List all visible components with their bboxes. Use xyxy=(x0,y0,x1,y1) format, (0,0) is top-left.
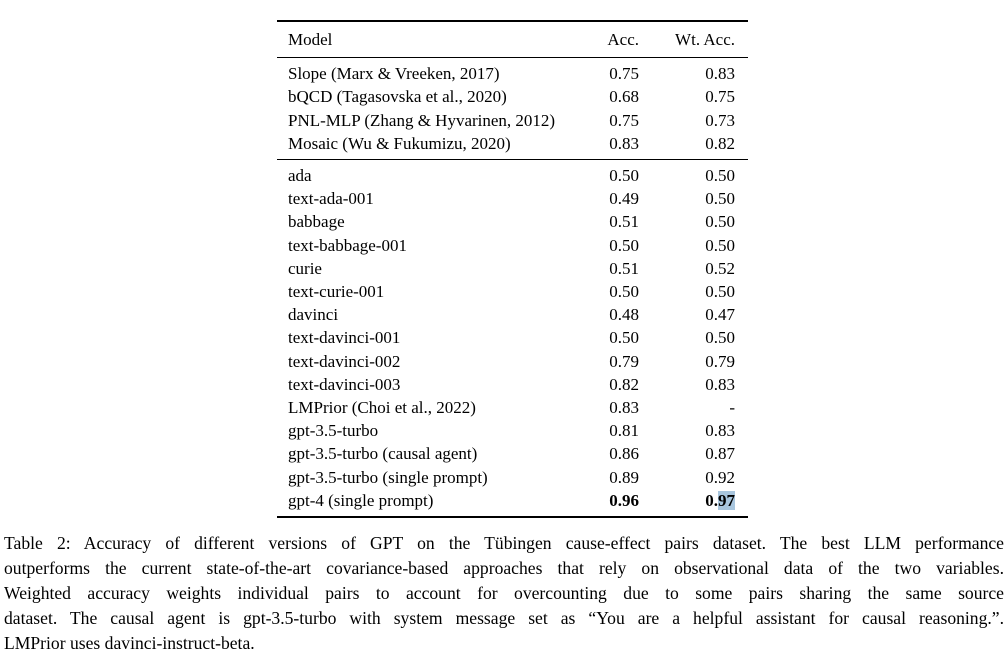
selected-text-highlight: 97 xyxy=(718,490,735,510)
table-row: text-davinci-003 0.82 0.83 xyxy=(277,373,748,396)
caption-line: outperforms the current state-of-the-art… xyxy=(4,558,1004,578)
table-row: text-davinci-001 0.50 0.50 xyxy=(277,326,748,349)
caption-line: Weighted accuracy weights individual pai… xyxy=(4,583,1004,603)
table-section-llms: ada 0.50 0.50 text-ada-001 0.49 0.50 bab… xyxy=(277,159,748,516)
wt-acc-cell: 0.50 xyxy=(705,212,735,232)
wt-acc-cell: 0.87 xyxy=(705,444,735,464)
acc-cell: 0.50 xyxy=(609,328,639,348)
table-row: babbage 0.51 0.50 xyxy=(277,210,748,233)
model-cell: text-ada-001 xyxy=(288,189,374,209)
table-row: davinci 0.48 0.47 xyxy=(277,303,748,326)
model-cell: text-davinci-002 xyxy=(288,351,401,371)
wt-acc-cell: 0.50 xyxy=(705,166,735,186)
acc-cell: 0.50 xyxy=(609,282,639,302)
model-cell: gpt-3.5-turbo (causal agent) xyxy=(288,444,478,464)
acc-cell: 0.75 xyxy=(609,64,639,84)
wt-acc-cell: 0.97 xyxy=(639,489,748,512)
acc-cell: 0.96 xyxy=(609,490,639,510)
wt-acc-cell: 0.50 xyxy=(705,282,735,302)
model-cell: gpt-3.5-turbo (single prompt) xyxy=(288,467,488,487)
column-header-model: Model xyxy=(288,30,333,49)
table-row: text-davinci-002 0.79 0.79 xyxy=(277,350,748,373)
model-cell: gpt-3.5-turbo xyxy=(288,421,379,441)
wt-acc-cell: 0.83 xyxy=(705,421,735,441)
acc-cell: 0.68 xyxy=(609,87,639,107)
model-cell: PNL-MLP (Zhang & Hyvarinen, 2012) xyxy=(288,110,556,130)
results-table: Model Acc. Wt. Acc. Slope (Marx & Vreeke… xyxy=(277,20,748,519)
model-cell: gpt-4 (single prompt) xyxy=(288,490,434,510)
wt-acc-cell: - xyxy=(729,398,735,418)
table-row: text-curie-001 0.50 0.50 xyxy=(277,280,748,303)
acc-cell: 0.81 xyxy=(609,421,639,441)
wt-acc-cell: 0.52 xyxy=(705,258,735,278)
model-cell: text-curie-001 xyxy=(288,282,385,302)
acc-cell: 0.79 xyxy=(609,351,639,371)
table-row: Slope (Marx & Vreeken, 2017) 0.75 0.83 xyxy=(277,62,748,85)
table-row: gpt-3.5-turbo 0.81 0.83 xyxy=(277,419,748,442)
column-header-acc: Acc. xyxy=(607,30,639,49)
table-row: ada 0.50 0.50 xyxy=(277,164,748,187)
model-cell: Slope (Marx & Vreeken, 2017) xyxy=(288,64,500,84)
table-row: curie 0.51 0.52 xyxy=(277,257,748,280)
table-row: PNL-MLP (Zhang & Hyvarinen, 2012) 0.75 0… xyxy=(277,109,748,132)
table-row: LMPrior (Choi et al., 2022) 0.83 - xyxy=(277,396,748,419)
acc-cell: 0.48 xyxy=(609,305,639,325)
wt-acc-cell: 0.83 xyxy=(705,374,735,394)
table-row: gpt-3.5-turbo (single prompt) 0.89 0.92 xyxy=(277,466,748,489)
acc-cell: 0.83 xyxy=(609,398,639,418)
acc-cell: 0.49 xyxy=(609,189,639,209)
table-row: text-babbage-001 0.50 0.50 xyxy=(277,234,748,257)
table-header-row: Model Acc. Wt. Acc. xyxy=(277,28,748,51)
table-section-baselines: Slope (Marx & Vreeken, 2017) 0.75 0.83 b… xyxy=(277,58,748,159)
wt-acc-unselected-text: 0. xyxy=(705,490,718,510)
caption-line: Table 2: Accuracy of different versions … xyxy=(4,533,1004,553)
table-caption: Table 2: Accuracy of different versions … xyxy=(4,531,1004,656)
acc-cell: 0.89 xyxy=(609,467,639,487)
model-cell: text-davinci-001 xyxy=(288,328,401,348)
wt-acc-cell: 0.50 xyxy=(705,328,735,348)
wt-acc-cell: 0.50 xyxy=(705,235,735,255)
table-row: Mosaic (Wu & Fukumizu, 2020) 0.83 0.82 xyxy=(277,132,748,155)
column-header-wt-acc: Wt. Acc. xyxy=(675,30,735,49)
model-cell: ada xyxy=(288,166,312,186)
table-row: text-ada-001 0.49 0.50 xyxy=(277,187,748,210)
caption-line: LMPrior uses davinci-instruct-beta. xyxy=(4,633,255,653)
wt-acc-cell: 0.47 xyxy=(705,305,735,325)
model-cell: Mosaic (Wu & Fukumizu, 2020) xyxy=(288,133,511,153)
acc-cell: 0.50 xyxy=(609,166,639,186)
wt-acc-cell: 0.92 xyxy=(705,467,735,487)
acc-cell: 0.50 xyxy=(609,235,639,255)
wt-acc-cell: 0.50 xyxy=(705,189,735,209)
model-cell: davinci xyxy=(288,305,339,325)
model-cell: bQCD (Tagasovska et al., 2020) xyxy=(288,87,507,107)
acc-cell: 0.83 xyxy=(609,133,639,153)
wt-acc-cell: 0.83 xyxy=(705,64,735,84)
table-row: gpt-3.5-turbo (causal agent) 0.86 0.87 xyxy=(277,442,748,465)
caption-line: dataset. The causal agent is gpt-3.5-tur… xyxy=(4,608,1004,628)
wt-acc-cell: 0.79 xyxy=(705,351,735,371)
acc-cell: 0.75 xyxy=(609,110,639,130)
table-row: gpt-4 (single prompt) 0.96 0.97 xyxy=(277,489,748,512)
table-row: bQCD (Tagasovska et al., 2020) 0.68 0.75 xyxy=(277,85,748,108)
model-cell: LMPrior (Choi et al., 2022) xyxy=(288,398,476,418)
wt-acc-cell: 0.75 xyxy=(705,87,735,107)
model-cell: text-babbage-001 xyxy=(288,235,407,255)
model-cell: babbage xyxy=(288,212,345,232)
wt-acc-cell: 0.82 xyxy=(705,133,735,153)
acc-cell: 0.51 xyxy=(609,212,639,232)
acc-cell: 0.51 xyxy=(609,258,639,278)
model-cell: text-davinci-003 xyxy=(288,374,401,394)
acc-cell: 0.86 xyxy=(609,444,639,464)
acc-cell: 0.82 xyxy=(609,374,639,394)
table-header: Model Acc. Wt. Acc. xyxy=(277,20,748,59)
wt-acc-cell: 0.73 xyxy=(705,110,735,130)
model-cell: curie xyxy=(288,258,322,278)
